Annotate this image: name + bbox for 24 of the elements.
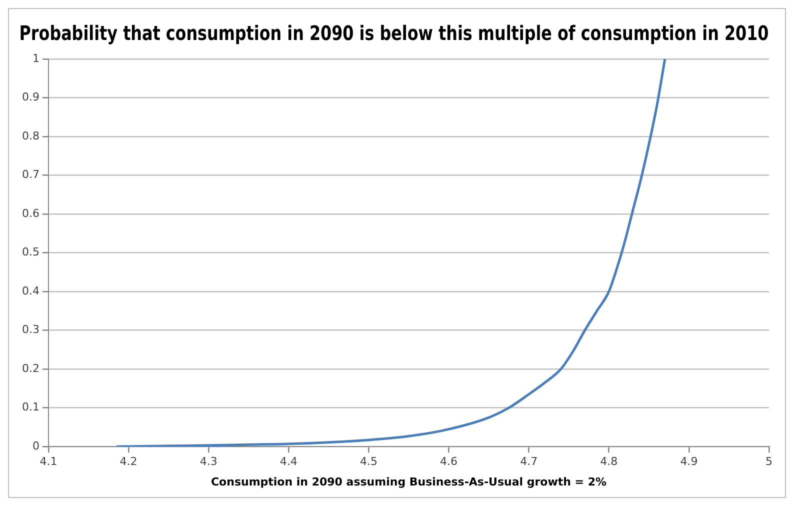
x-tick-label: 4.1 [40,455,58,468]
y-tick-label: 0.1 [22,400,40,414]
y-tick-label: 0 [32,439,40,452]
x-axis-title: Consumption in 2090 assuming Business-As-Usual growth = 2% [210,475,607,488]
y-tick-label: 0.7 [22,168,40,182]
x-tick-label: 4.8 [600,455,618,468]
x-tick-label: 5 [766,455,772,468]
y-tick-label: 0.9 [22,90,40,104]
y-tick-label: 0.8 [22,129,40,142]
line-series [115,59,666,447]
x-tick-label: 4.2 [120,455,138,468]
y-tick-label: 0.6 [22,206,40,220]
y-tick-label: 0.5 [22,246,40,259]
y-tick-label: 0.4 [22,284,40,298]
x-tick-label: 4.5 [360,455,378,468]
x-tick-label: 4.9 [680,455,698,468]
x-tick-label: 4.3 [200,455,218,468]
x-tick-label: 4.6 [440,455,458,468]
x-tick-label: 4.7 [520,455,538,468]
y-tick-label: 1 [32,52,40,65]
x-tick-label: 4.4 [280,455,298,468]
y-tick-label: 0.2 [22,362,40,375]
y-tick-label: 0.3 [22,323,40,336]
chart-title: Probability that consumption in 2090 is below this multiple of consumption in 2010 [19,22,769,46]
